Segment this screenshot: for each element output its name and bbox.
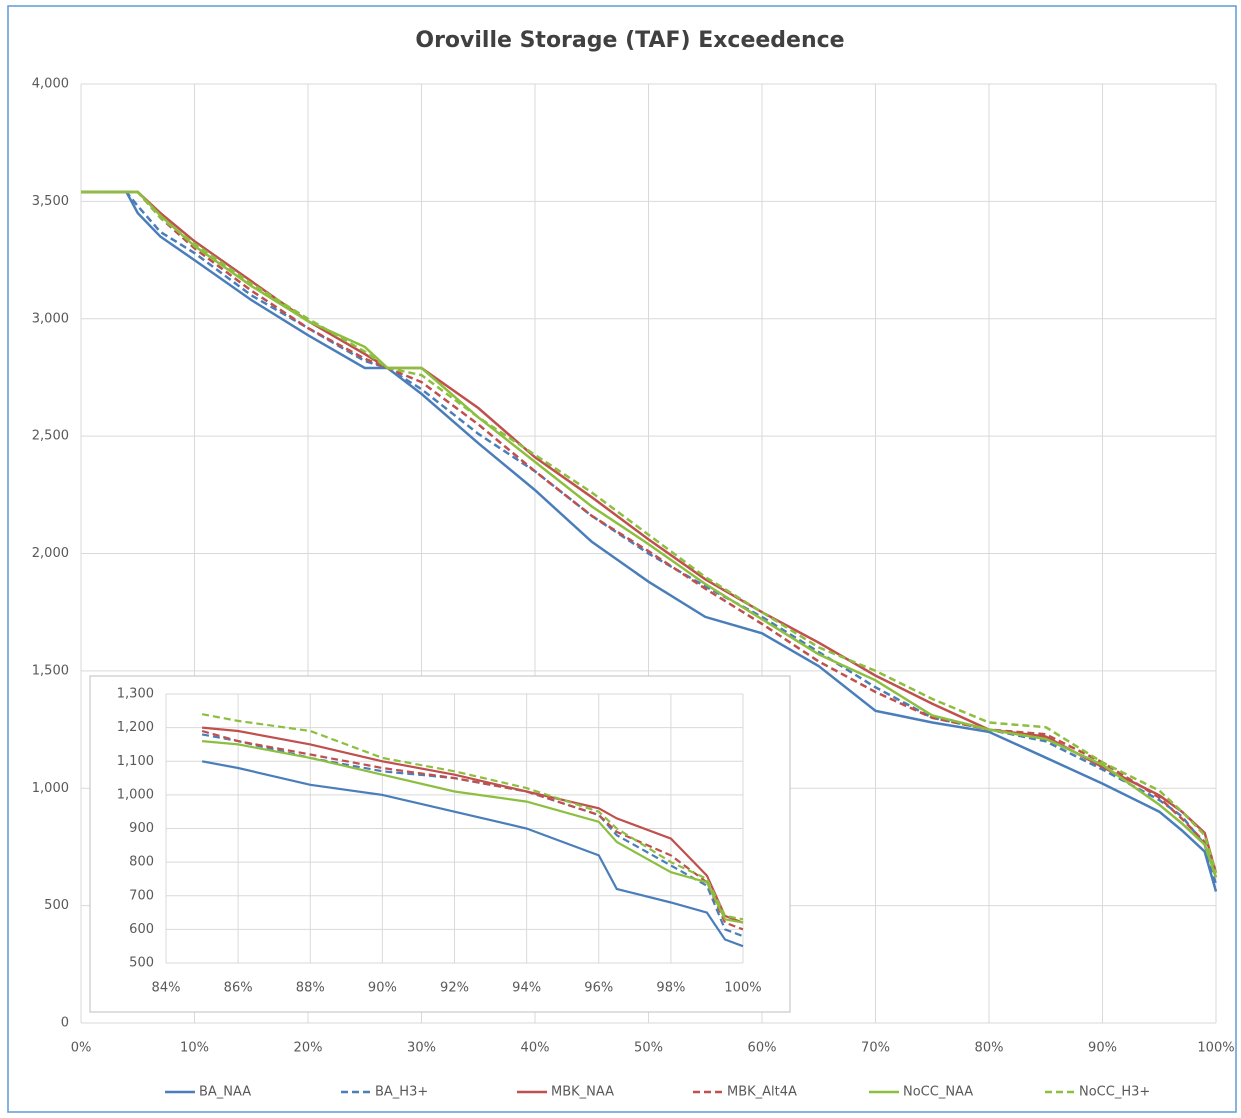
x-tick-label: 90% — [368, 981, 397, 996]
series-line — [81, 190, 1218, 878]
legend-label: BA_H3+ — [375, 1085, 428, 1100]
y-tick-label: 1,000 — [117, 787, 154, 802]
y-tick-label: 600 — [129, 922, 154, 937]
x-tick-label: 86% — [224, 981, 253, 996]
legend: BA_NAA BA_H3+ MBK_NAA MBK_Alt4A NoCC_NAA NoCC… — [165, 1085, 1150, 1100]
x-tick-label: 0% — [71, 1041, 92, 1056]
legend-label: MBK_Alt4A — [727, 1085, 797, 1100]
y-tick-label: 500 — [129, 956, 154, 971]
inset-plot: 500 600 700 800 900 1,000 1,100 1,200 1,300 84% 86… — [117, 687, 762, 996]
y-tick-label: 1,500 — [32, 663, 69, 678]
inset-frame — [89, 675, 791, 1013]
y-tick-label: 4,000 — [32, 77, 69, 92]
x-tick-label: 70% — [861, 1041, 890, 1056]
series-line — [81, 190, 1218, 892]
x-tick-label: 60% — [748, 1041, 777, 1056]
y-tick-label: 800 — [129, 855, 154, 870]
x-tick-label: 98% — [656, 981, 685, 996]
series-line — [201, 740, 744, 924]
x-tick-label: 84% — [152, 981, 181, 996]
series-line — [81, 190, 1218, 874]
series-line — [201, 760, 744, 948]
x-tick-label: 92% — [440, 981, 469, 996]
main-plot: 0 500 1,000 1,500 2,000 2,500 3,000 3,500 4,000 0… — [32, 77, 1235, 1056]
x-tick-label: 40% — [521, 1041, 550, 1056]
x-tick-label: 100% — [1197, 1041, 1234, 1056]
x-tick-label: 100% — [724, 981, 761, 996]
series-line — [201, 726, 744, 924]
x-tick-label: 30% — [407, 1041, 436, 1056]
chart-title: Oroville Storage (TAF) Exceedence — [415, 28, 844, 53]
y-tick-label: 2,000 — [32, 546, 69, 561]
legend-label: MBK_NAA — [551, 1085, 614, 1100]
y-tick-label: 3,000 — [32, 311, 69, 326]
x-tick-label: 88% — [296, 981, 325, 996]
x-tick-label: 10% — [180, 1041, 209, 1056]
legend-label: NoCC_H3+ — [1079, 1085, 1150, 1100]
x-tick-label: 20% — [294, 1041, 323, 1056]
y-tick-label: 500 — [44, 898, 69, 913]
y-tick-label: 1,300 — [117, 687, 154, 702]
series-line — [201, 713, 744, 921]
legend-label: NoCC_NAA — [903, 1085, 973, 1100]
x-tick-label: 96% — [584, 981, 613, 996]
y-tick-label: 2,500 — [32, 429, 69, 444]
y-tick-label: 0 — [61, 1016, 69, 1031]
x-tick-label: 94% — [512, 981, 541, 996]
x-tick-label: 50% — [634, 1041, 663, 1056]
y-tick-label: 1,000 — [32, 781, 69, 796]
x-tick-label: 80% — [975, 1041, 1004, 1056]
series-line — [81, 190, 1218, 874]
y-tick-label: 700 — [129, 888, 154, 903]
y-tick-label: 1,100 — [117, 754, 154, 769]
legend-label: BA_NAA — [199, 1085, 251, 1100]
y-tick-label: 1,200 — [117, 720, 154, 735]
y-tick-label: 3,500 — [32, 194, 69, 209]
y-tick-label: 900 — [129, 821, 154, 836]
x-tick-label: 90% — [1088, 1041, 1117, 1056]
